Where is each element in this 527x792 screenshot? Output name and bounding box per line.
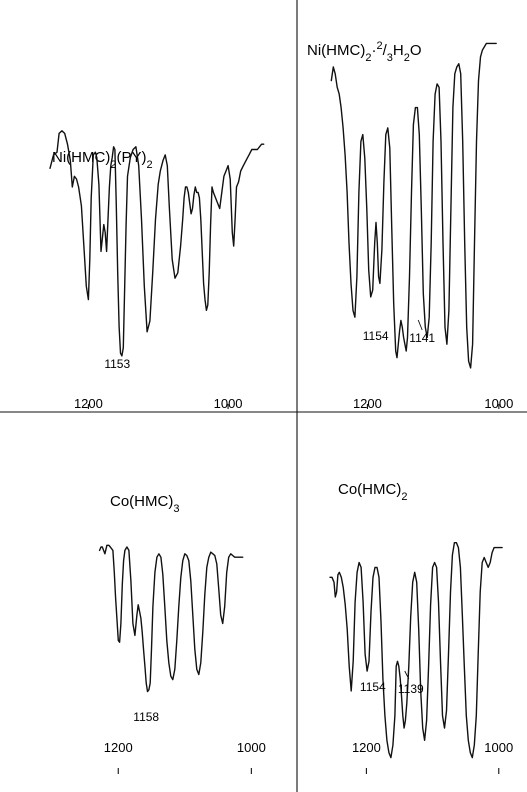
peak-label: 1153: [104, 357, 130, 371]
peak-label: 1154: [363, 329, 389, 343]
x-tick-label: 1000: [484, 396, 513, 411]
spectrum-trace: [330, 42, 497, 369]
spectrum-trace: [329, 542, 503, 759]
peak-label: 1141: [409, 331, 435, 345]
x-tick-label: 1200: [352, 740, 381, 755]
x-tick-label: 1000: [214, 396, 243, 411]
panel-title: Ni(HMC)2(PY)2: [52, 149, 153, 171]
panel-title: Co(HMC)3: [110, 493, 179, 515]
x-tick-label: 1200: [74, 396, 103, 411]
panel-title: Ni(HMC)2·2/3H2O: [307, 40, 422, 64]
spectrum-trace: [98, 544, 244, 693]
peak-label: 1139: [398, 682, 424, 696]
panel-title: Co(HMC)2: [338, 481, 407, 503]
peak-leader-line: [417, 319, 423, 331]
spectrum-panel-2: Ni(HMC)2·2/3H2O 1200 1000 1154 1141: [307, 40, 513, 411]
peak-label: 1158: [133, 710, 159, 724]
spectrum-panel-3: Co(HMC)3 1200 1000 1158: [98, 493, 266, 774]
x-tick-label: 1200: [104, 740, 133, 755]
x-tick-label: 1200: [353, 396, 382, 411]
peak-label: 1154: [360, 680, 386, 694]
spectrum-panel-1: Ni(HMC)2(PY)2 1200 1000 1153: [49, 130, 265, 411]
peak-leader-line: [404, 670, 410, 680]
spectrum-trace: [49, 130, 265, 357]
x-tick-label: 1000: [484, 740, 513, 755]
spectrum-panel-4: Co(HMC)2 1200 1000 1154 1139: [329, 481, 513, 774]
x-tick-label: 1000: [237, 740, 266, 755]
